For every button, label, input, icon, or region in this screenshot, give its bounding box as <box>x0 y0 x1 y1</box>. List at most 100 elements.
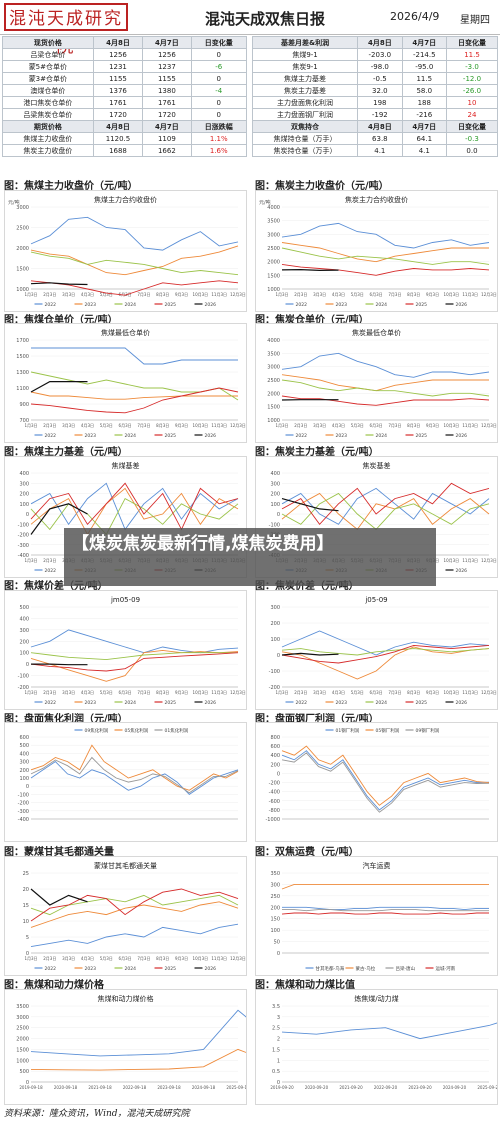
section-title: 图：盘面钢厂利润（元/吨） <box>255 714 379 725</box>
x-tick-label: 2020-09-20 <box>305 1085 329 1090</box>
y-tick-label: 300 <box>270 481 280 487</box>
legend-label: 2025 <box>165 302 177 308</box>
axis-label: 元/吨 <box>8 199 20 206</box>
x-tick-label: 12月3日 <box>230 690 246 695</box>
legend-label: 2022 <box>45 433 57 439</box>
y-tick-label: 2 <box>277 1037 280 1043</box>
x-tick-label: 2019-09-18 <box>19 1085 43 1090</box>
x-tick-label: 7月3日 <box>137 423 150 428</box>
y-tick-label: 1000 <box>16 1058 29 1064</box>
x-tick-label: 1月3日 <box>24 423 37 428</box>
table-row: 焦炭9-1 -98.0 -95.0 -3.0 <box>251 60 499 73</box>
y-tick-label: -300 <box>18 809 29 815</box>
y-tick-label: 350 <box>270 871 280 877</box>
x-tick-label: 3月3日 <box>62 292 75 297</box>
table-cell: 11.5 <box>445 48 499 61</box>
y-tick-label: 1500 <box>16 1047 29 1053</box>
x-tick-label: 2月3日 <box>294 423 307 428</box>
y-tick-label: 5 <box>26 935 29 941</box>
x-tick-label: 8月3日 <box>407 690 420 695</box>
legend-label: 2026 <box>456 700 468 706</box>
section-title: 图：焦炭价差（元/吨） <box>255 581 359 592</box>
table-cell: 1155 <box>142 72 192 85</box>
axis-label: 元/吨 <box>259 199 271 206</box>
y-tick-label: 2500 <box>267 246 280 252</box>
y-tick-label: 3500 <box>267 351 280 357</box>
x-tick-label: 12月3日 <box>481 423 497 428</box>
table-cell: 4月8日 <box>92 36 144 49</box>
chart-title: 焦煤最低仓单价 <box>101 328 150 337</box>
series-line-1 <box>30 245 239 276</box>
chart-coal-thermal-price: 焦煤和动力煤价格 0 500 1000 1500 2000 2500 3000 3500 2019… <box>4 989 247 1105</box>
y-tick-label: -300 <box>18 543 29 549</box>
x-tick-label: 6月3日 <box>119 292 132 297</box>
y-tick-label: -400 <box>18 553 29 559</box>
y-tick-label: 1 <box>277 1058 280 1064</box>
table-cell: 1688 <box>92 144 144 157</box>
row-label: 焦煤9-1 <box>251 48 359 61</box>
series-line-1 <box>30 901 239 928</box>
y-tick-label: 100 <box>270 502 280 508</box>
y-tick-label: 1500 <box>16 267 29 273</box>
table-row: 澳煤仓单价 1376 1380 -4 <box>2 84 248 97</box>
x-tick-label: 11月3日 <box>211 292 227 297</box>
series-line-0 <box>30 761 239 795</box>
y-tick-label: 200 <box>19 768 29 774</box>
x-tick-label: 10月3日 <box>444 423 460 428</box>
x-tick-label: 12月3日 <box>230 292 246 297</box>
x-tick-label: 9月3日 <box>175 423 188 428</box>
row-label: 主力盘面钢厂利润 <box>251 108 359 121</box>
table-row: 焦炭主力收盘价 1688 1662 1.6% <box>2 144 248 157</box>
legend-label: 2022 <box>45 302 57 308</box>
table-cell: 64.1 <box>401 132 447 145</box>
x-tick-label: 2022-09-20 <box>374 1085 398 1090</box>
x-tick-label: 2024-09-18 <box>192 1085 216 1090</box>
y-tick-label: 100 <box>19 651 29 657</box>
series-line-3 <box>30 888 239 922</box>
series-line-2 <box>30 894 239 916</box>
series-line-0 <box>30 482 239 531</box>
table-cell: 4月7日 <box>401 36 447 49</box>
table-cell: 24 <box>445 108 499 121</box>
chart-svg: j05-09 -200 -100 0 100 200 300 1月3日 2月3日 3月3日 4月3日… <box>269 596 497 706</box>
y-tick-label: -200 <box>269 781 280 787</box>
x-tick-label: 2022-09-18 <box>123 1085 147 1090</box>
legend-label: 2026 <box>205 433 217 439</box>
x-tick-label: 12月3日 <box>481 690 497 695</box>
chart-svg: jm05-09 -200 -100 0 100 200 300 400 500 1月3日 2月3日 3… <box>18 596 246 706</box>
y-tick-label: -200 <box>18 685 29 691</box>
x-tick-label: 2024-09-20 <box>443 1085 467 1090</box>
table-cell: 4.1 <box>401 144 447 157</box>
x-tick-label: 2020-09-18 <box>54 1085 78 1090</box>
table-cell: 4月7日 <box>142 36 192 49</box>
y-tick-label: 500 <box>19 1069 29 1075</box>
chart-title: jm05-09 <box>110 596 140 604</box>
table-row: 吕梁仓单价 1256 1256 0 <box>2 48 248 61</box>
chart-title: 焦煤和动力煤价格 <box>98 994 154 1003</box>
series-line-3 <box>30 280 239 296</box>
x-tick-label: 4月3日 <box>81 292 94 297</box>
x-tick-label: 2023-09-18 <box>157 1085 181 1090</box>
source-note: 资料来源：隆众资讯，Wind，混沌天成研究院 <box>4 1109 190 1119</box>
chart-coking-profit: -400 -300 -200 -100 0 100 200 300 400 500 600 09焦化利… <box>4 722 247 842</box>
chart-title: 焦炭最低仓单价 <box>352 328 401 337</box>
row-label: 吕梁焦炭仓单价 <box>2 108 94 121</box>
y-tick-label: 1500 <box>16 354 29 360</box>
chart-title: 蒙煤甘其毛都通关量 <box>94 861 157 870</box>
legend-label: 2025 <box>416 302 428 308</box>
section-title: 图：双焦运费（元/吨） <box>255 847 359 858</box>
table-cell: 1376 <box>92 84 144 97</box>
y-tick-label: 700 <box>19 418 29 424</box>
legend-label: 05钢厂利润 <box>376 727 400 734</box>
x-tick-label: 11月3日 <box>462 690 478 695</box>
x-tick-label: 7月3日 <box>388 292 401 297</box>
y-tick-label: 100 <box>19 502 29 508</box>
x-tick-label: 2025-09-18 <box>226 1085 246 1090</box>
y-tick-label: 600 <box>19 735 29 741</box>
y-tick-label: -100 <box>269 669 280 675</box>
x-tick-label: 2月3日 <box>43 558 56 563</box>
table-cell: 1.1% <box>190 132 248 145</box>
y-tick-label: 1000 <box>267 287 280 293</box>
x-tick-label: 2月3日 <box>294 292 307 297</box>
legend-label: 2026 <box>205 966 217 972</box>
